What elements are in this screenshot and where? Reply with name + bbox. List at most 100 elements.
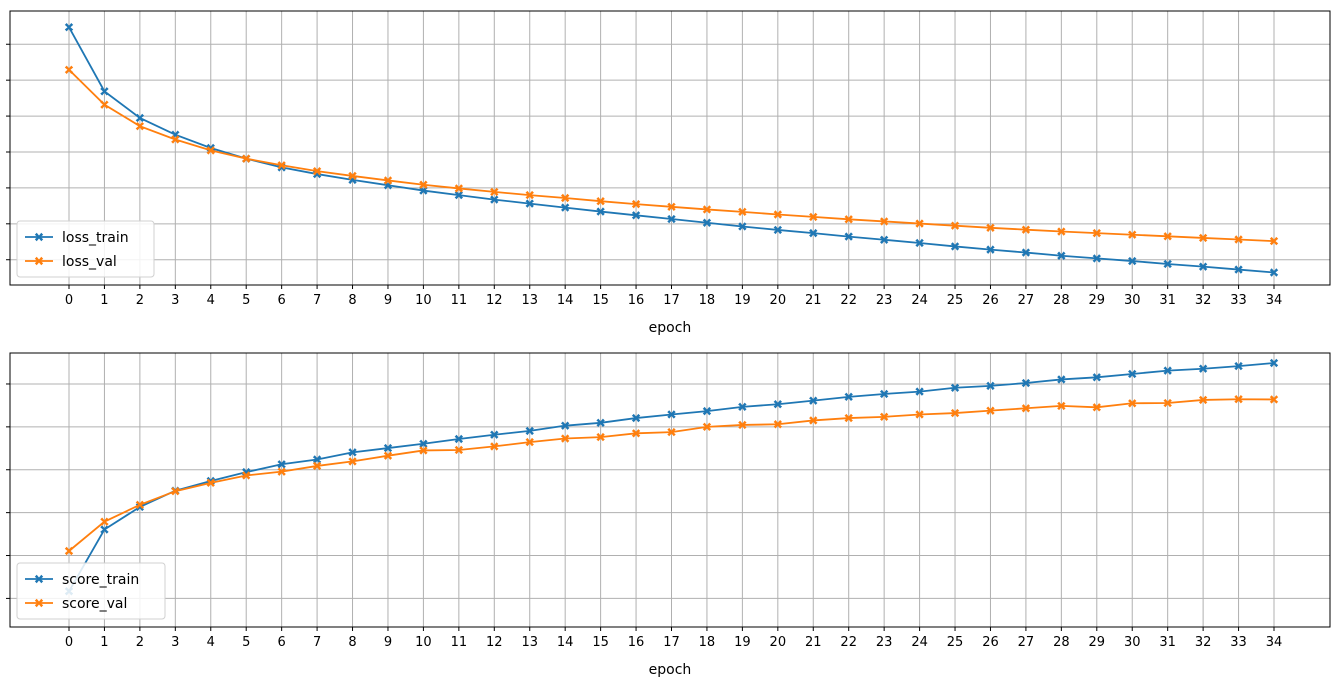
data-point-loss_val (1163, 232, 1172, 241)
data-point-loss_val (596, 197, 605, 206)
data-point-loss_val (1234, 235, 1243, 244)
x-tick-label: 3 (171, 293, 179, 308)
x-tick-label: 27 (1018, 293, 1035, 308)
data-point-loss_train (631, 211, 641, 220)
data-point-score_val (1269, 395, 1279, 404)
data-point-score_val (809, 416, 818, 425)
x-tick-label: 16 (628, 635, 645, 650)
x-tick-label: 11 (451, 635, 468, 650)
data-point-loss_train (879, 235, 889, 244)
data-point-loss_train (950, 242, 960, 251)
data-point-loss_train (667, 214, 676, 224)
data-point-score_train (560, 421, 570, 430)
data-point-score_train (348, 448, 357, 457)
x-tick-label: 31 (1159, 635, 1176, 650)
x-tick-label: 19 (734, 293, 751, 308)
x-tick-label: 8 (348, 635, 356, 650)
x-tick-label: 15 (592, 293, 609, 308)
data-point-score_val (277, 467, 286, 476)
data-point-loss_train (738, 222, 747, 231)
data-point-score_train (1092, 373, 1101, 382)
x-tick-label: 24 (911, 293, 928, 308)
data-point-score_train (702, 406, 712, 416)
data-point-loss_train (1234, 265, 1243, 274)
data-point-loss_train (1163, 259, 1172, 269)
data-point-loss_val (348, 171, 357, 181)
data-point-loss_val (667, 202, 676, 211)
data-point-score_val (490, 442, 499, 451)
x-tick-label: 17 (663, 293, 680, 308)
x-axis-label: epoch (649, 320, 692, 336)
data-point-loss_val (454, 184, 464, 193)
data-point-score_val (1092, 403, 1101, 412)
data-point-score_train (1198, 364, 1208, 373)
legend-marker-score_val (34, 598, 44, 608)
x-tick-label: 20 (770, 635, 787, 650)
x-tick-label: 13 (521, 635, 538, 650)
data-point-loss_val (773, 210, 783, 219)
data-point-loss_val (277, 161, 286, 170)
x-tick-label: 29 (1089, 293, 1106, 308)
data-point-loss_val (560, 193, 570, 203)
x-tick-label: 12 (486, 293, 503, 308)
data-point-loss_val (171, 135, 180, 144)
x-tick-label: 8 (348, 293, 356, 308)
data-point-loss_val (1021, 225, 1031, 234)
data-point-loss_val (100, 100, 109, 109)
data-point-loss_train (702, 218, 712, 227)
data-point-score_val (206, 478, 215, 488)
data-point-loss_val (1057, 227, 1066, 236)
x-tick-label: 11 (451, 293, 468, 308)
x-tick-label: 23 (876, 293, 893, 308)
x-tick-label: 9 (384, 635, 392, 650)
legend-label-loss_val: loss_val (62, 254, 117, 270)
x-tick-label: 0 (65, 635, 73, 650)
data-point-loss_val (490, 187, 499, 197)
data-point-score_train (1234, 361, 1243, 371)
x-tick-label: 2 (136, 635, 144, 650)
x-tick-label: 31 (1159, 293, 1176, 308)
x-tick-label: 17 (663, 635, 680, 650)
data-point-score_val (667, 427, 676, 437)
data-point-loss_val (879, 217, 889, 226)
data-point-score_val (596, 432, 605, 442)
data-point-loss_val (242, 154, 251, 163)
data-point-score_train (1057, 375, 1066, 384)
data-point-score_val (915, 410, 924, 419)
data-point-score_val (525, 437, 534, 447)
score-chart: 0 1 2 3 4 5 6 7 8 9 10 11 12 13 14 15 16 17 18 19 20 21 22 23 24… (6, 352, 1331, 678)
x-tick-label: 2 (136, 293, 144, 308)
data-point-score_val (419, 446, 428, 455)
x-tick-label: 33 (1230, 293, 1247, 308)
x-axis-label: epoch (649, 662, 692, 678)
x-tick-label: 33 (1230, 635, 1247, 650)
x-tick-label: 12 (486, 635, 503, 650)
data-point-score_val (844, 413, 853, 423)
data-point-score_train (1128, 369, 1137, 379)
legend-label-loss_train: loss_train (62, 230, 129, 246)
x-tick-label: 22 (840, 293, 857, 308)
data-point-loss_train (986, 245, 995, 254)
x-tick-label: 9 (384, 293, 392, 308)
data-point-loss_val (135, 121, 145, 131)
legend-label-score_val: score_val (62, 596, 127, 612)
data-point-loss_val (206, 146, 215, 155)
data-point-score_val (454, 445, 464, 455)
x-tick-label: 15 (592, 635, 609, 650)
x-tick-label: 19 (734, 635, 751, 650)
data-point-loss_train (773, 225, 783, 235)
x-tick-label: 18 (699, 293, 716, 308)
data-point-score_train (738, 402, 747, 412)
x-tick-label: 26 (982, 635, 999, 650)
data-point-loss_train (844, 232, 853, 241)
data-point-score_train (490, 430, 499, 439)
data-point-loss_val (1269, 236, 1279, 246)
legend-marker-loss_val (34, 256, 44, 266)
data-point-loss_train (490, 195, 499, 204)
data-point-score_train (809, 396, 818, 405)
x-tick-label: 23 (876, 635, 893, 650)
x-tick-label: 6 (278, 293, 286, 308)
x-tick-label: 10 (415, 635, 432, 650)
data-point-score_train (667, 410, 676, 419)
